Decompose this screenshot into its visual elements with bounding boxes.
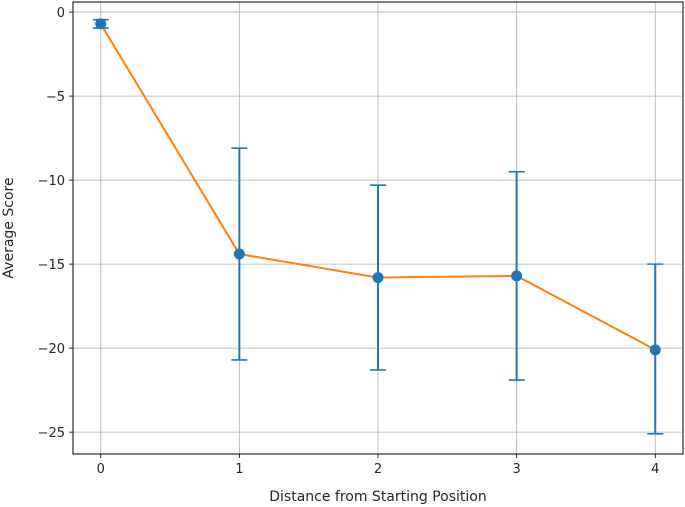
data-point <box>233 248 245 260</box>
y-tick-label: 0 <box>57 6 65 21</box>
data-point <box>511 270 523 282</box>
x-tick-label: 0 <box>97 462 105 477</box>
x-tick-label: 2 <box>374 462 382 477</box>
y-tick-label: −15 <box>38 258 65 273</box>
x-tick-label: 4 <box>651 462 659 477</box>
data-points <box>95 18 661 356</box>
x-tick-label: 3 <box>512 462 520 477</box>
x-tick-label: 1 <box>235 462 243 477</box>
data-point <box>95 18 107 30</box>
x-axis-label: Distance from Starting Position <box>269 489 487 505</box>
y-tick-label: −5 <box>46 90 65 105</box>
data-point <box>649 344 661 356</box>
data-point <box>372 272 384 284</box>
y-tick-label: −20 <box>38 342 65 357</box>
y-axis-label: Average Score <box>1 177 17 278</box>
y-tick-label: −25 <box>38 426 65 441</box>
y-tick-label: −10 <box>38 174 65 189</box>
axis-ticks: 0 1 2 3 4 0 −5 −10 −15 −20 −25 <box>38 6 660 477</box>
